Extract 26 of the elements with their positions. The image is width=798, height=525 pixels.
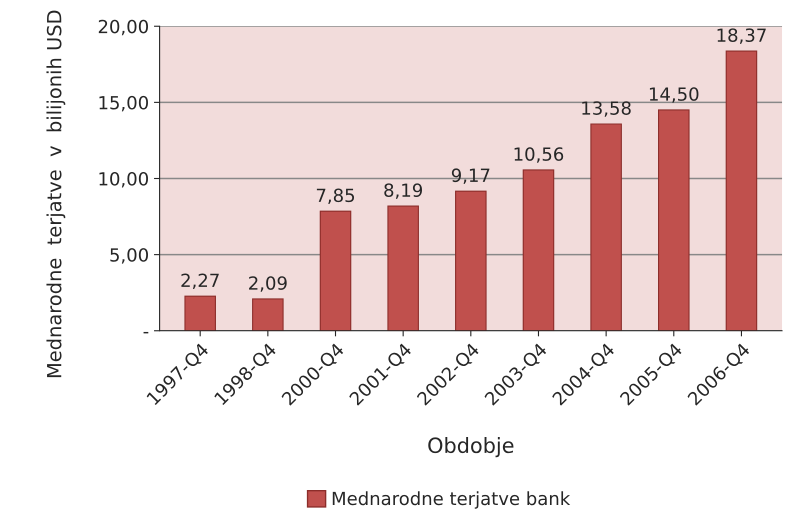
x-axis-title: Obdobje [428, 437, 514, 458]
data-label: 10,56 [514, 147, 564, 163]
data-label: 9,17 [452, 168, 490, 184]
bar [726, 50, 758, 331]
bar [320, 210, 352, 331]
bar [455, 190, 487, 331]
bar [522, 169, 554, 331]
data-label: 2,09 [249, 276, 287, 292]
data-label: 2,27 [181, 273, 219, 289]
data-label: 13,58 [582, 101, 631, 117]
bar [590, 123, 622, 331]
y-tick-label: 15,00 [99, 96, 148, 112]
data-label: 8,19 [384, 183, 422, 199]
data-label: 18,37 [718, 28, 766, 44]
y-axis-title: Mednarodne terjatve v bilijonih USD [46, 10, 66, 378]
y-tick-label: 5,00 [110, 248, 148, 264]
bar [184, 296, 216, 331]
bar [658, 109, 690, 331]
y-tick-label: - [144, 332, 148, 334]
bar [252, 298, 284, 331]
data-label: 7,85 [316, 188, 354, 204]
data-label: 14,50 [650, 87, 698, 103]
y-tick-label: 20,00 [98, 20, 148, 36]
legend-label: Mednarodne terjatve bank [332, 491, 570, 509]
bar [387, 206, 419, 331]
y-tick-label: 10,00 [99, 172, 148, 188]
